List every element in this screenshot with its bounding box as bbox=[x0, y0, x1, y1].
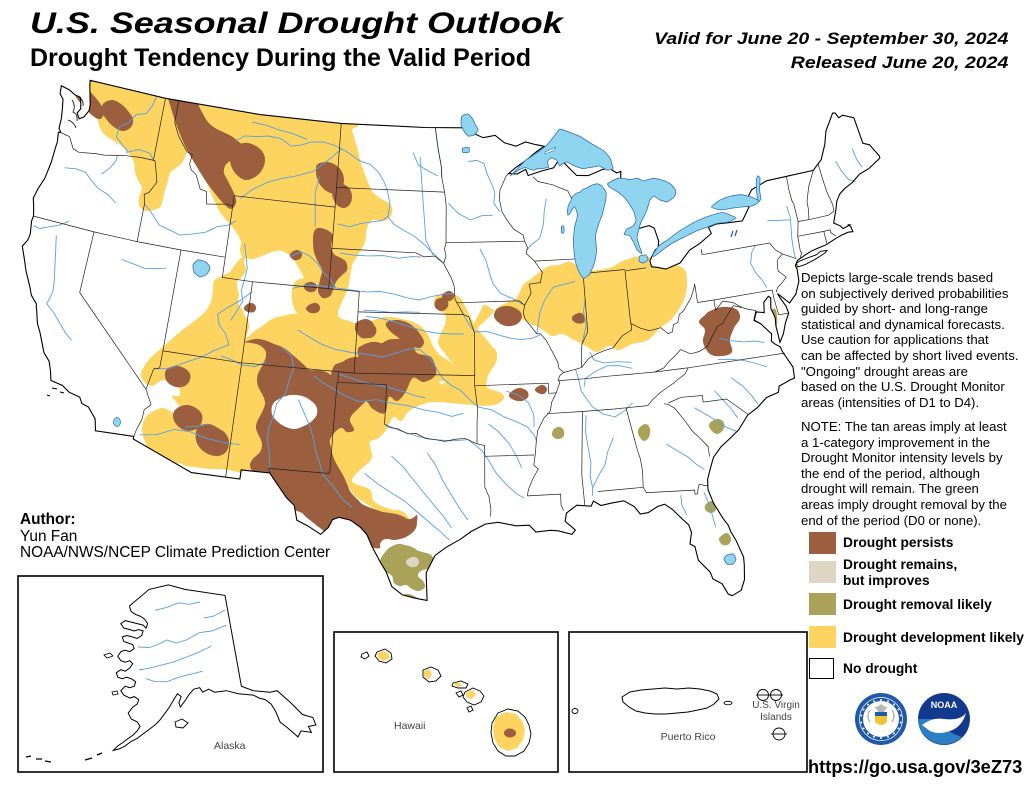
svg-text:Islands: Islands bbox=[760, 712, 792, 723]
svg-text:Hawaii: Hawaii bbox=[394, 720, 426, 732]
svg-text:U.S. Virgin: U.S. Virgin bbox=[752, 700, 800, 711]
svg-text:Alaska: Alaska bbox=[214, 740, 246, 752]
svg-text:Puerto Rico: Puerto Rico bbox=[661, 731, 716, 743]
svg-text:NOAA: NOAA bbox=[931, 700, 958, 710]
